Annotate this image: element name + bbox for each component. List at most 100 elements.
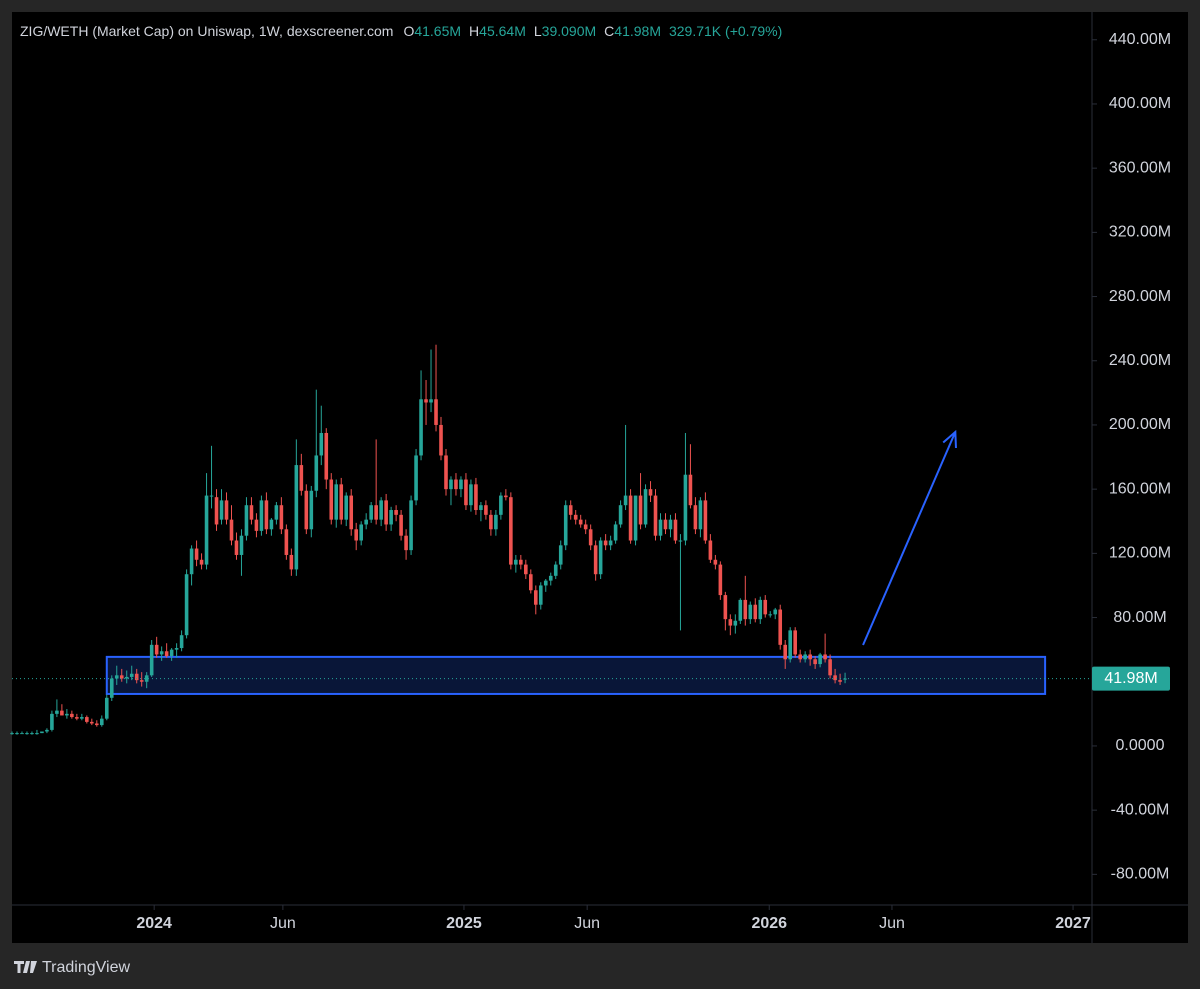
candle-body — [519, 559, 523, 565]
candle-body — [60, 710, 64, 716]
candle-body — [264, 500, 269, 530]
candle-body — [723, 595, 728, 620]
y-tick-label: 160.00M — [1109, 480, 1171, 497]
candle-body — [20, 733, 24, 735]
change: 329.71K (+0.79%) — [669, 23, 782, 39]
candle-body — [628, 495, 633, 541]
candle-body — [334, 484, 339, 520]
candle-body — [364, 519, 368, 525]
candle-body — [85, 717, 89, 722]
candle-body — [384, 500, 388, 525]
candle-body — [608, 540, 613, 546]
candle-body — [668, 519, 673, 530]
candle-body — [763, 599, 768, 615]
candle-body — [109, 678, 114, 698]
candle-body — [828, 659, 832, 676]
ohlc-value: 39.090M — [542, 23, 596, 39]
candle-body — [838, 680, 842, 682]
y-tick-label: -40.00M — [1111, 801, 1170, 818]
candle-body — [658, 519, 663, 536]
y-tick-label: 80.00M — [1113, 609, 1166, 626]
candle-body — [533, 590, 538, 605]
x-tick-label: Jun — [574, 915, 600, 932]
candle-body — [538, 585, 543, 605]
header-title: ZIG/WETH (Market Cap) on Uniswap, 1W, de… — [20, 23, 393, 39]
candle-body — [269, 519, 274, 530]
candle-body — [783, 644, 788, 660]
y-tick-label: 280.00M — [1109, 288, 1171, 305]
candle-body — [459, 479, 463, 490]
candle-body — [99, 718, 104, 726]
candle-body — [618, 505, 623, 525]
candle-body — [698, 500, 703, 530]
candle-body — [484, 505, 488, 515]
candle-body — [818, 654, 822, 665]
candle-body — [593, 545, 598, 575]
candle-body — [419, 399, 423, 456]
ohlc-value: 45.64M — [479, 23, 526, 39]
candle-body — [35, 733, 39, 735]
candle-body — [144, 675, 149, 682]
candle-body — [673, 519, 678, 541]
candle-body — [409, 500, 413, 551]
candle-body — [753, 604, 758, 620]
candle-body — [154, 644, 159, 655]
candle-body — [374, 505, 378, 520]
y-tick-label: 0.0000 — [1116, 737, 1165, 754]
candle-body — [169, 649, 174, 657]
candle-body — [114, 675, 119, 679]
candle-body — [708, 540, 713, 560]
candle-body — [70, 713, 74, 718]
candle-body — [124, 676, 129, 679]
candle-body — [104, 697, 109, 719]
brand: TradingView — [14, 959, 130, 976]
candle-body — [244, 505, 249, 536]
candle-body — [773, 609, 778, 615]
candle-body — [479, 505, 483, 511]
candle-body — [254, 519, 259, 531]
candle-body — [359, 524, 363, 541]
candle-body — [543, 580, 548, 586]
candle-body — [354, 529, 359, 541]
candle-body — [329, 479, 334, 520]
arrow-line — [862, 431, 957, 646]
candle-body — [314, 455, 319, 491]
x-tick-label: 2026 — [751, 915, 787, 932]
candle-body — [189, 548, 194, 575]
candle-body — [733, 620, 738, 626]
ohlc-key: L — [534, 23, 542, 39]
candle-body — [139, 680, 144, 682]
candle-body — [568, 505, 573, 515]
candle-body — [663, 519, 668, 530]
candle-body — [204, 495, 209, 565]
candle-body — [509, 497, 513, 565]
candle-body — [65, 713, 69, 716]
candle-body — [489, 514, 493, 530]
candle-body — [454, 479, 458, 490]
candle-body — [703, 500, 708, 541]
candle-body — [274, 505, 279, 520]
candle-body — [623, 495, 628, 506]
candle-body — [813, 659, 817, 665]
candle-body — [444, 455, 448, 490]
candle-body — [843, 678, 847, 680]
candle-body — [578, 519, 583, 525]
candle-body — [524, 564, 528, 575]
candle-body — [648, 489, 653, 496]
candle-body — [75, 717, 79, 719]
axes: 440.00M 400.00M 360.00M 320.00M 280.00M 240.0… — [136, 31, 1171, 932]
y-tick-label: 200.00M — [1109, 416, 1171, 433]
candle-body — [15, 733, 19, 735]
x-tick-label: 2025 — [446, 915, 482, 932]
candle-body — [349, 495, 354, 530]
y-tick-label: 400.00M — [1109, 95, 1171, 112]
candle-body — [249, 505, 254, 520]
x-tick-label: 2027 — [1055, 915, 1091, 932]
plot-area — [10, 344, 1092, 735]
candle-body — [279, 505, 284, 530]
candle-body — [224, 500, 229, 520]
arrow-head — [942, 429, 957, 449]
candle-body — [30, 733, 34, 735]
